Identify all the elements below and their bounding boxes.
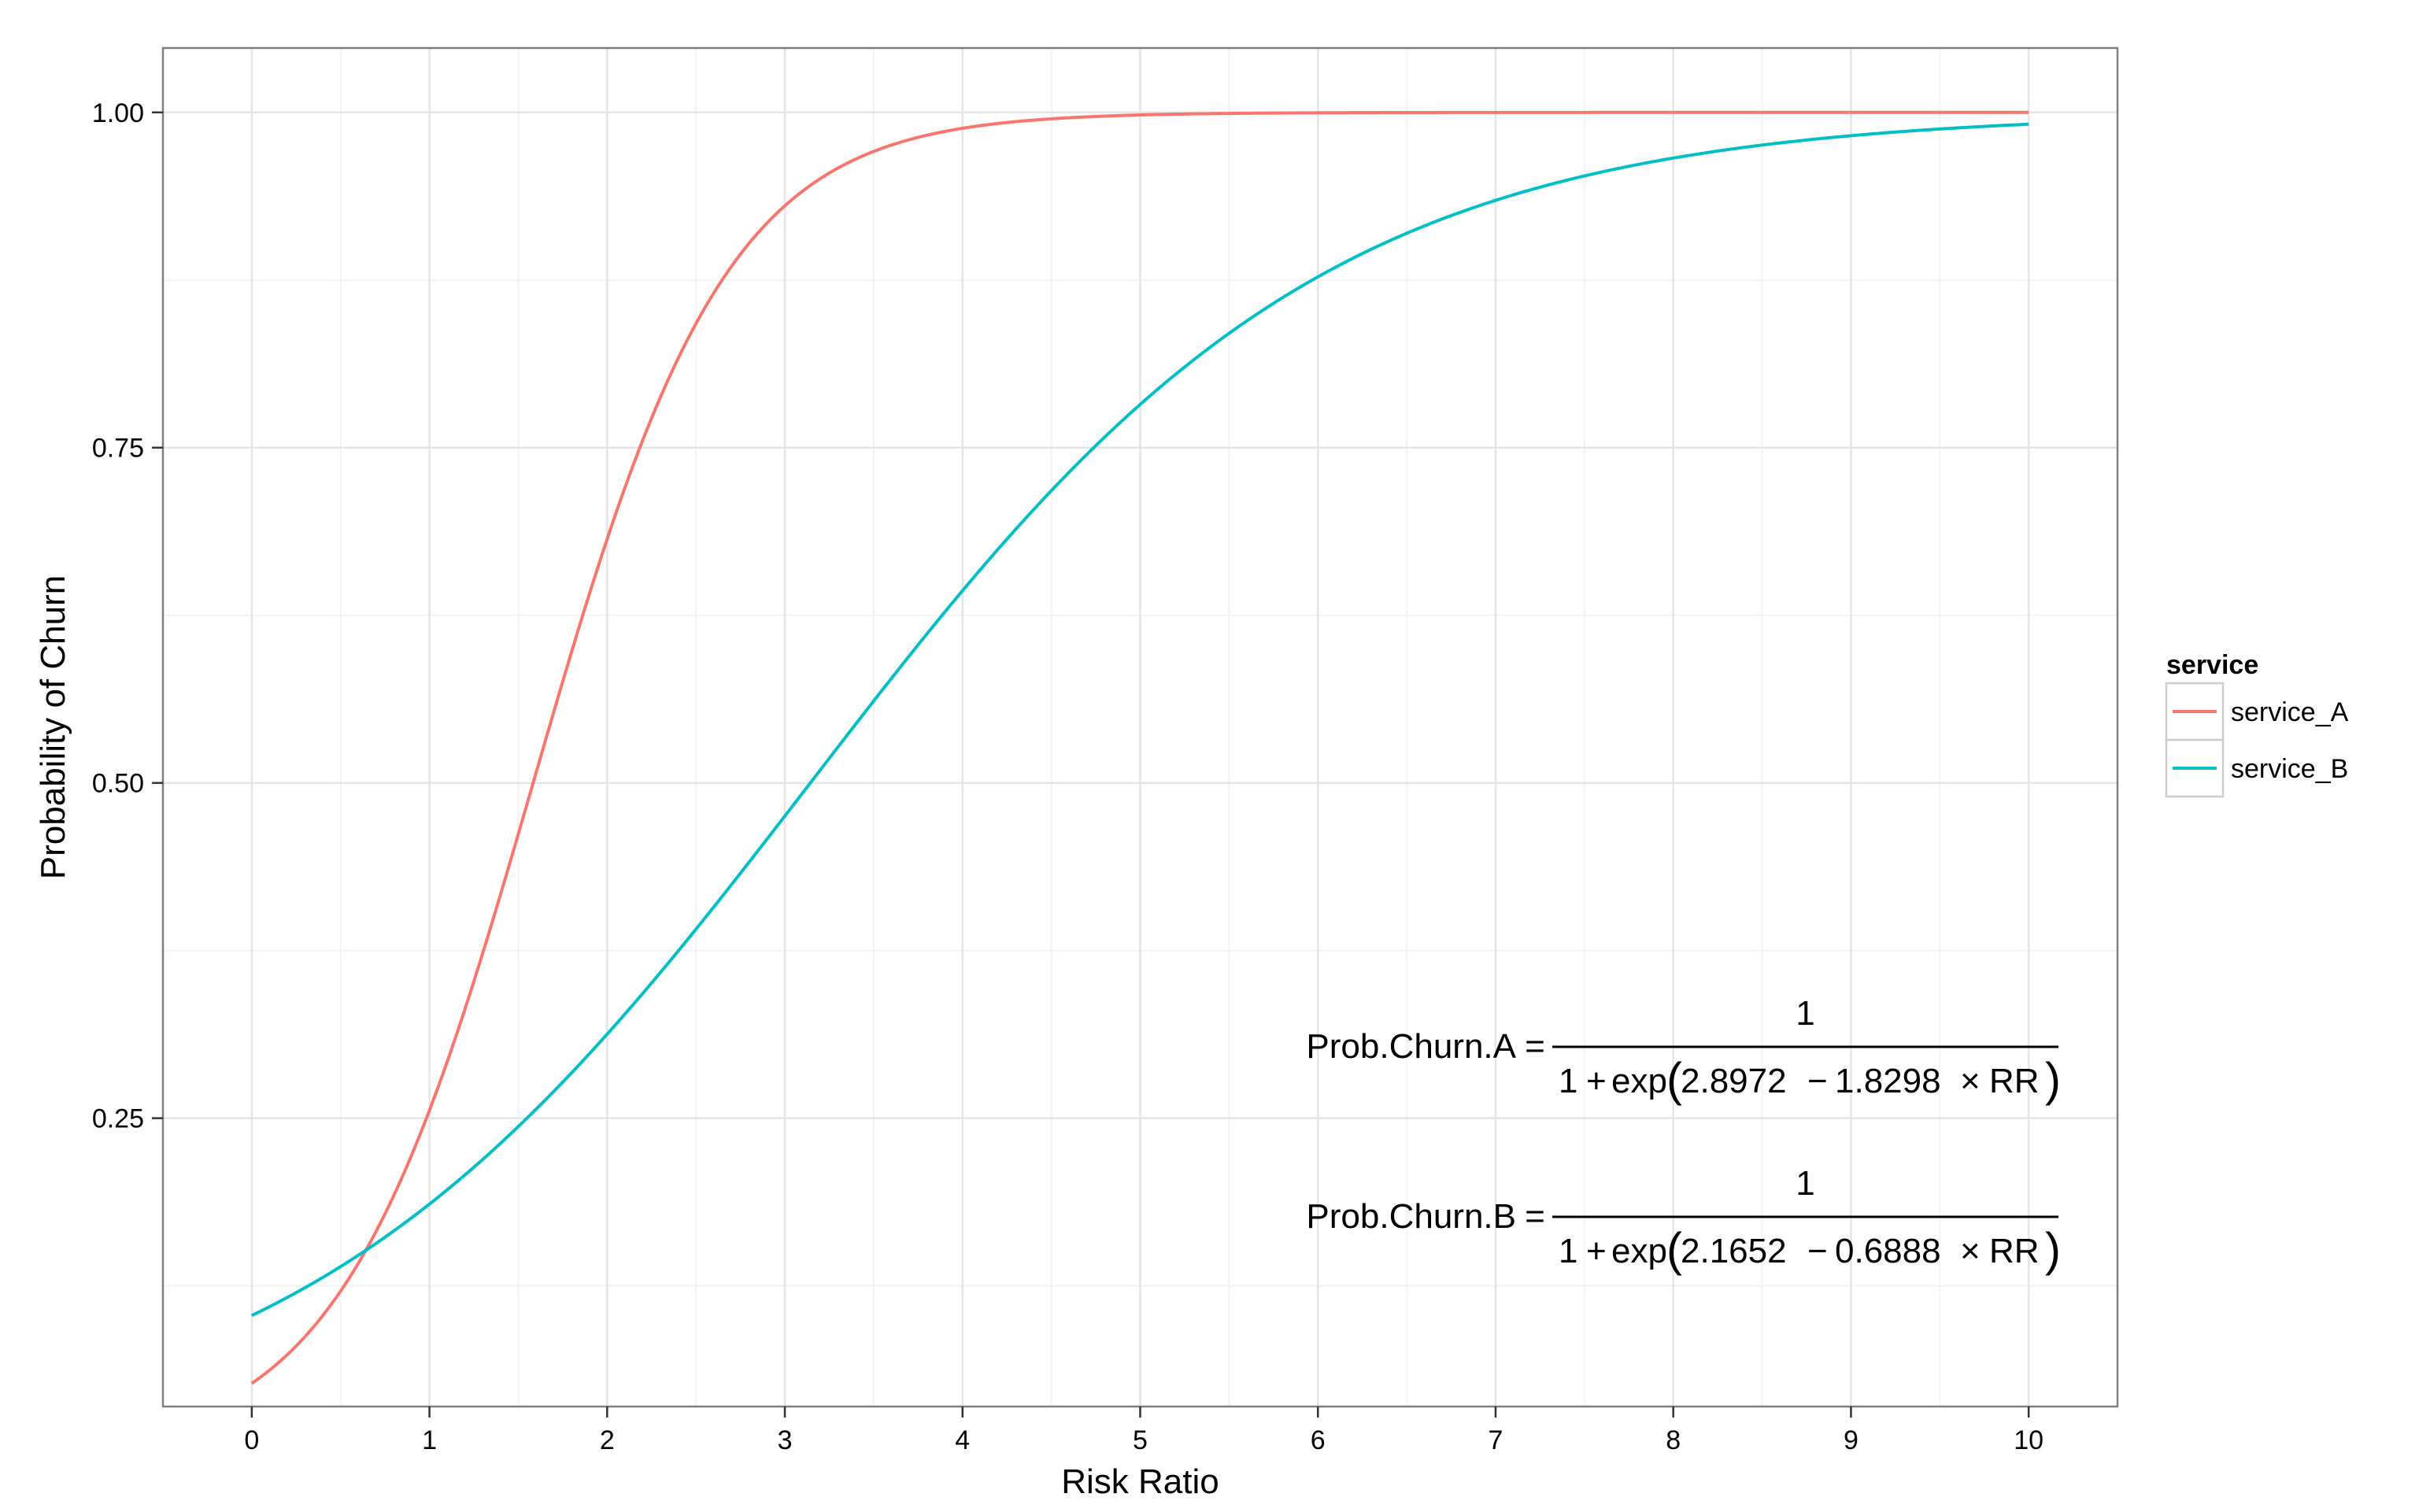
equation-denominator-part: 1.8298	[1835, 1062, 1941, 1100]
x-tick-label: 10	[2014, 1425, 2043, 1455]
x-axis-title: Risk Ratio	[1061, 1462, 1219, 1501]
grid-lines	[163, 48, 2117, 1407]
equation-numerator: 1	[1796, 1164, 1814, 1203]
equation-denominator-part: +	[1586, 1232, 1607, 1270]
y-axis-title: Probability of Churn	[34, 575, 72, 879]
equation-denominator-part: ×	[1960, 1062, 1981, 1100]
legend-label-service-A: service_A	[2231, 697, 2349, 727]
y-tick-label: 0.75	[92, 434, 144, 464]
axes: 0 1 2 3 4 5 6 7 8 9 10 0.25 0.50 0.75 1.00 Risk Ratio Pr…	[34, 46, 2119, 1501]
equation-b: Prob.Churn.B =11 + exp (2.1652−0.6888 × RR)	[1306, 1164, 2061, 1276]
equation-denominator-part: (	[1666, 1223, 1682, 1276]
equation-denominator-part: RR	[1989, 1062, 2040, 1100]
x-tick-label: 9	[1844, 1425, 1859, 1455]
equation-denominator-part: ×	[1960, 1232, 1981, 1270]
equation-numerator: 1	[1796, 994, 1814, 1033]
equation-denominator-part: exp	[1611, 1232, 1667, 1270]
equation-denominator-part: +	[1586, 1062, 1607, 1100]
y-tick-label: 0.25	[92, 1104, 144, 1134]
x-tick-label: 8	[1666, 1425, 1681, 1455]
equation-label: Prob.Churn.A	[1306, 1027, 1516, 1066]
equation-denominator-part: −	[1807, 1062, 1828, 1100]
equation-denominator-part: 2.8972	[1681, 1062, 1787, 1100]
equation-denominator-part: RR	[1989, 1232, 2040, 1270]
series-lines	[250, 110, 2029, 1385]
equation-label: Prob.Churn.B	[1306, 1197, 1516, 1236]
equation-denominator-part: (	[1666, 1053, 1682, 1106]
x-tick-label: 0	[244, 1425, 259, 1455]
equation-annotations: Prob.Churn.A =11 + exp (2.8972−1.8298 × RR)Pro…	[1306, 994, 2061, 1276]
legend-label-service-B: service_B	[2231, 754, 2348, 784]
x-tick-label: 4	[955, 1425, 970, 1455]
legend: service service_A service_B	[2165, 650, 2349, 798]
x-tick-label: 3	[778, 1425, 793, 1455]
equation-a: Prob.Churn.A =11 + exp (2.8972−1.8298 × RR)	[1306, 994, 2061, 1106]
equation-denominator-part: )	[2045, 1223, 2061, 1276]
equation-denominator-part: exp	[1611, 1062, 1667, 1100]
x-tick-label: 1	[422, 1425, 437, 1455]
equation-equals: =	[1525, 1027, 1545, 1066]
equation-denominator-part: 0.6888	[1835, 1232, 1941, 1270]
series-line-service-A	[250, 110, 2029, 1385]
x-tick-label: 5	[1133, 1425, 1148, 1455]
equation-denominator-part: −	[1807, 1232, 1828, 1270]
series-line-service-B	[250, 122, 2029, 1318]
equation-equals: =	[1525, 1197, 1545, 1236]
y-tick-label: 1.00	[92, 98, 144, 128]
x-tick-label: 6	[1311, 1425, 1326, 1455]
equation-denominator-part: )	[2045, 1053, 2061, 1106]
y-tick-label: 0.50	[92, 769, 144, 799]
equation-denominator-part: 2.1652	[1681, 1232, 1787, 1270]
equation-denominator-part: 1	[1559, 1232, 1577, 1270]
legend-title: service	[2166, 650, 2258, 680]
x-tick-label: 2	[600, 1425, 615, 1455]
equation-denominator-part: 1	[1559, 1062, 1577, 1100]
x-tick-label: 7	[1488, 1425, 1503, 1455]
